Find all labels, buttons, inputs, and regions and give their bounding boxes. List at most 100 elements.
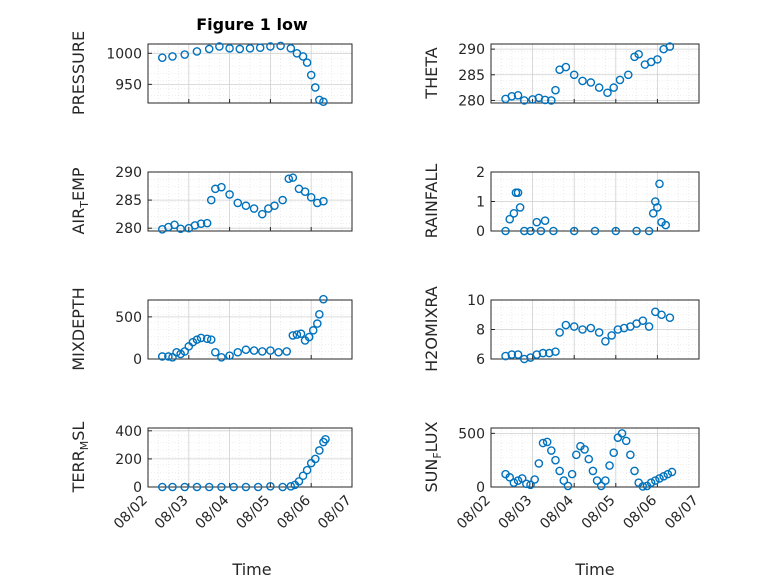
data-point <box>588 466 598 476</box>
data-point <box>257 347 267 356</box>
data-point <box>644 226 654 236</box>
data-point <box>192 47 202 56</box>
x-tick-label: 08/04 <box>193 492 233 532</box>
data-point <box>206 195 216 205</box>
data-point <box>571 450 581 460</box>
data-point <box>211 347 220 357</box>
data-point <box>319 196 328 206</box>
data-point <box>253 482 263 492</box>
data-point <box>190 221 200 230</box>
data-point <box>594 328 604 337</box>
data-point <box>225 190 234 199</box>
data-point <box>233 347 243 357</box>
data-point <box>180 347 190 356</box>
subplot-air_temp: 280 285 290 AIRTEMP <box>69 165 353 237</box>
x-tick-label: 08/07 <box>315 493 355 533</box>
data-point <box>157 482 167 492</box>
data-point <box>646 478 656 488</box>
x-tick-label: 08/07 <box>662 493 702 533</box>
data-point <box>266 346 275 355</box>
data-point <box>605 461 614 470</box>
data-point <box>534 459 544 468</box>
data-point <box>632 226 641 236</box>
y-tick-label: 0 <box>476 224 485 240</box>
data-point <box>509 478 519 488</box>
data-point <box>241 482 251 492</box>
data-point <box>509 208 519 218</box>
data-point <box>592 476 602 485</box>
data-point <box>522 479 531 489</box>
data-point <box>638 316 648 325</box>
data-point <box>567 469 577 479</box>
x-axis-label-right: Time <box>574 560 614 579</box>
data-point <box>288 331 298 340</box>
data-point <box>619 323 629 333</box>
y-tick-label: 500 <box>115 310 142 326</box>
data-point <box>569 226 579 236</box>
axes-box <box>147 43 353 104</box>
x-tick-label: 08/06 <box>620 492 660 532</box>
data-point <box>157 53 167 62</box>
data-point <box>229 482 238 492</box>
data-point <box>536 226 546 236</box>
data-point <box>255 43 265 53</box>
data-point <box>176 224 185 234</box>
data-point <box>547 446 556 455</box>
y-tick-label: 290 <box>458 42 485 58</box>
data-point <box>310 454 320 464</box>
data-point <box>513 350 523 359</box>
data-point <box>278 195 287 205</box>
data-point <box>286 481 296 491</box>
data-point <box>206 335 216 344</box>
data-point <box>513 476 523 485</box>
data-point <box>609 448 619 457</box>
data-point <box>315 95 324 105</box>
axes-box <box>147 299 353 360</box>
data-point <box>313 319 322 328</box>
data-point <box>540 95 550 105</box>
data-point <box>501 351 510 361</box>
data-point <box>306 192 316 202</box>
y-axis-label-theta: THETA <box>422 47 441 99</box>
data-point <box>590 226 600 236</box>
x-tick-label: 08/05 <box>579 493 619 533</box>
data-point <box>623 70 633 80</box>
data-point <box>542 437 552 447</box>
data-point <box>204 44 214 54</box>
data-point <box>215 42 224 51</box>
data-point <box>284 174 294 184</box>
data-point <box>617 429 627 438</box>
data-point <box>615 75 625 85</box>
data-point <box>653 203 662 212</box>
data-point <box>319 294 328 304</box>
y-axis-label-terr_msl: TERRMSL <box>69 422 91 494</box>
data-point <box>665 313 675 323</box>
data-point <box>302 58 312 67</box>
data-point <box>644 322 654 331</box>
data-point <box>157 352 167 361</box>
data-point <box>519 226 529 236</box>
data-point <box>266 481 275 491</box>
data-point <box>501 226 510 236</box>
data-point <box>319 97 328 107</box>
data-point <box>172 347 181 357</box>
axes-box <box>490 427 700 488</box>
data-point <box>540 216 550 225</box>
data-point <box>306 70 316 80</box>
data-point <box>580 445 589 454</box>
data-point <box>225 44 234 53</box>
data-point <box>621 436 631 446</box>
data-point <box>308 326 318 335</box>
data-point <box>507 350 517 359</box>
data-point <box>596 481 606 491</box>
data-point <box>168 52 177 61</box>
data-point <box>241 345 251 355</box>
data-point <box>225 351 234 360</box>
subplot-rainfall: 0 1 2 RAINFALL <box>422 164 700 240</box>
subplot-mixdepth: 0 500 MIXDEPTH <box>69 287 353 371</box>
x-tick-label: 08/03 <box>496 493 536 533</box>
data-point <box>611 226 621 236</box>
figure-title: Figure 1 low <box>196 15 308 34</box>
data-point <box>655 474 664 483</box>
data-point <box>603 88 612 98</box>
